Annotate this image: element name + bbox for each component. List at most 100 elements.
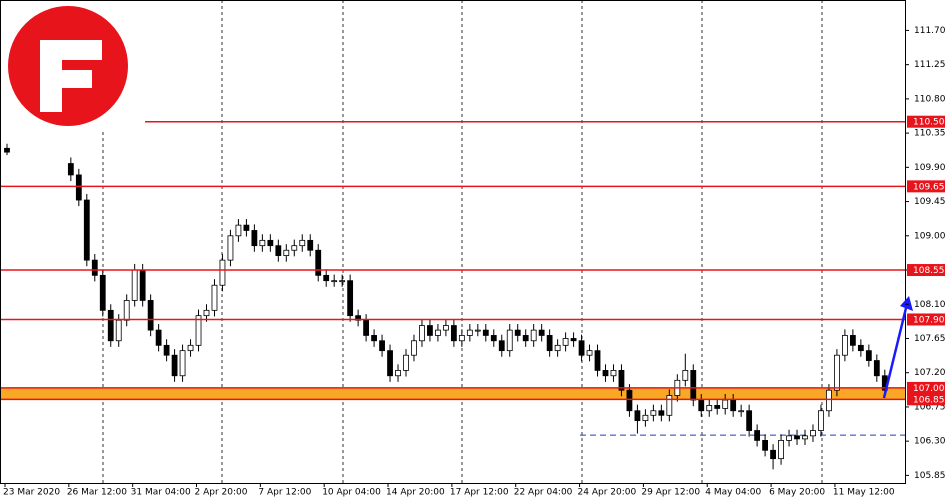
level-label-box [907, 264, 945, 277]
candle-body [490, 335, 497, 342]
x-tick-label: 31 Mar 04:00 [131, 488, 191, 498]
candle-body [131, 269, 138, 301]
candle-body [171, 354, 178, 377]
level-label-box [907, 381, 945, 394]
y-tick-label: 106.75 [914, 402, 946, 412]
candle-body [195, 315, 202, 346]
candle-body [698, 399, 705, 412]
level-label: 109.65 [913, 182, 945, 192]
candle-body [834, 354, 840, 391]
x-tick-label: 7 Apr 12:00 [258, 488, 311, 498]
level-label-box [907, 115, 945, 128]
candle-body [554, 344, 561, 352]
arrow-head [900, 296, 913, 311]
candle-body [722, 399, 729, 409]
candle-body [865, 350, 872, 361]
candle-body [139, 269, 146, 301]
arrow-shaft [882, 307, 908, 399]
candle-body [323, 274, 330, 282]
y-tick-label: 109.45 [914, 197, 946, 207]
candle-body [682, 370, 689, 381]
y-tick-label: 110.35 [914, 129, 946, 139]
candle-body [690, 370, 697, 401]
candle-body [355, 315, 362, 321]
candle-body [618, 370, 625, 391]
candle-body [163, 344, 170, 356]
candle-body [842, 335, 848, 356]
candle-body [626, 389, 633, 412]
candle-body [642, 414, 649, 422]
candle-body [442, 325, 449, 331]
candle-body [307, 239, 314, 251]
candle-body [602, 370, 609, 377]
candle-body [762, 440, 768, 451]
candle-body [347, 280, 354, 317]
candle-body [219, 259, 226, 286]
plot [0, 120, 905, 470]
candle-body [538, 329, 545, 336]
x-tick-label: 10 Apr 04:00 [322, 488, 381, 498]
candle-body [498, 340, 505, 352]
logo-letter [40, 40, 102, 112]
candle-body [786, 435, 792, 441]
y-tick-label: 105.85 [914, 471, 946, 481]
x-tick-label: 22 Apr 04:00 [514, 488, 573, 498]
candle-body [506, 329, 513, 352]
candle-body [730, 399, 737, 412]
candle-body [4, 147, 10, 153]
candle-body [403, 354, 409, 371]
candle-body [578, 340, 585, 356]
candle-body [466, 329, 473, 336]
candle-body [115, 319, 122, 342]
candle-body [778, 440, 784, 460]
y-tick-label: 109.90 [914, 163, 946, 173]
candle-body [267, 239, 274, 247]
candle-body [291, 245, 298, 251]
y-tick-label: 111.25 [914, 60, 946, 70]
candle-body [227, 235, 234, 261]
candle-body [75, 174, 82, 201]
plot-frame [0, 0, 906, 484]
candle-body [857, 344, 864, 352]
level-label: 106.85 [913, 395, 945, 405]
candle-body [754, 430, 761, 441]
x-tick-label: 11 May 12:00 [833, 488, 895, 498]
x-tick-label: 23 Mar 2020 [3, 488, 60, 498]
candle-body [522, 335, 529, 342]
candle-body [187, 344, 194, 352]
candle-body [203, 309, 210, 317]
x-tick-label: 29 Apr 12:00 [641, 488, 700, 498]
logo-circle [8, 6, 128, 126]
candle-body [83, 199, 90, 261]
level-label-box [907, 393, 945, 406]
candle-body [331, 280, 338, 283]
candle-body [530, 329, 537, 342]
candle-body [738, 410, 745, 413]
candle-body [99, 274, 106, 311]
candle-body [458, 335, 465, 342]
candle-body [650, 410, 657, 416]
candle-body [363, 319, 370, 336]
candle-body [275, 245, 282, 256]
candle-body [419, 325, 425, 342]
candle-body [450, 325, 457, 342]
level-label: 107.00 [913, 384, 945, 394]
candle-body [427, 325, 433, 336]
candle-body [387, 350, 393, 377]
candle-body [107, 309, 114, 342]
candle-body [482, 329, 489, 336]
candle-body [299, 239, 306, 247]
candle-body [706, 405, 713, 412]
candle-body [770, 449, 776, 460]
candle-body [395, 370, 401, 377]
candle-body [147, 300, 154, 331]
candle-body [546, 335, 553, 352]
level-label: 107.90 [913, 315, 945, 325]
x-tick-label: 14 Apr 20:00 [386, 488, 445, 498]
candle-body [235, 224, 242, 237]
candle-body [435, 329, 441, 336]
y-tick-label: 107.65 [914, 334, 946, 344]
candle-body [610, 370, 617, 377]
candle-body [67, 163, 74, 176]
